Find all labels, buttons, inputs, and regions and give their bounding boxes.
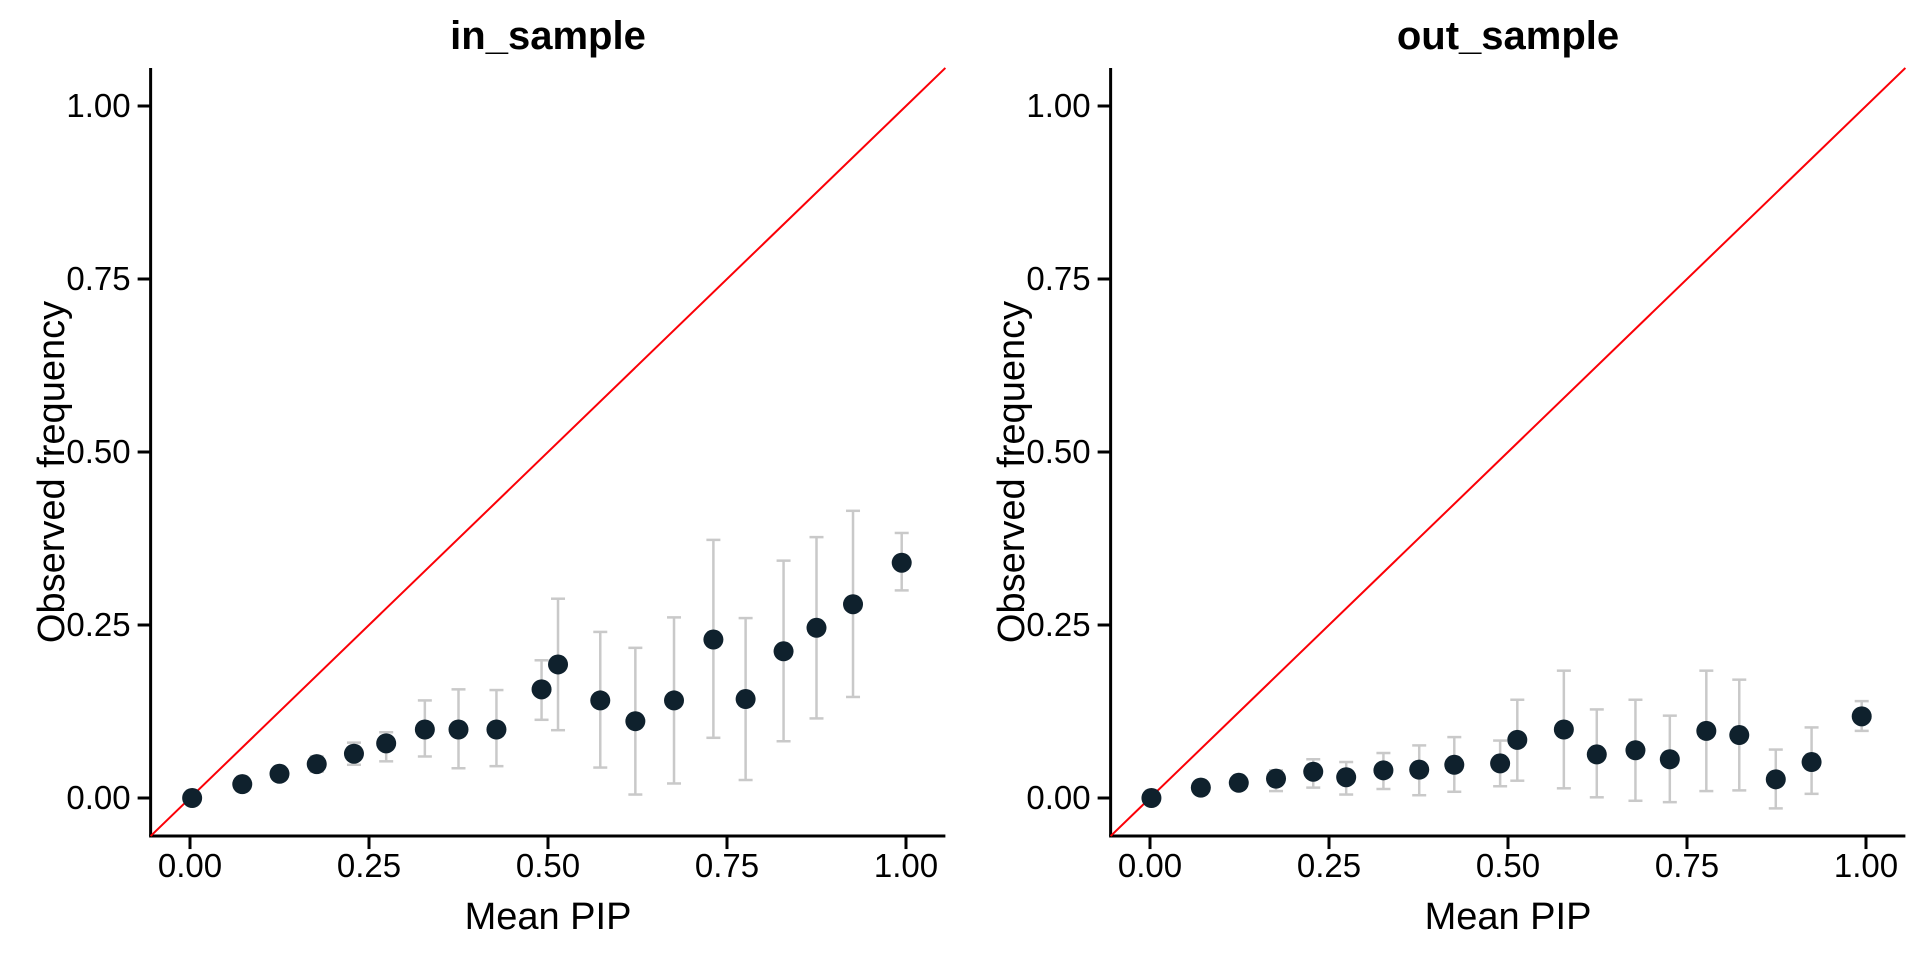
in-sample-chart: 0.00 0.25 0.50 0.75 1.00 0.00 0.25 0.50 0.75 1.00 [66, 67, 947, 884]
data-point [269, 763, 290, 784]
x-tick-label: 0.25 [337, 847, 401, 884]
data-point [1490, 753, 1511, 774]
x-tick-label: 0.00 [158, 847, 222, 884]
y-tick-label: 0.75 [66, 260, 130, 297]
data-point [548, 654, 569, 675]
y-tick-label: 0.50 [1026, 433, 1090, 470]
out-sample-chart: 0.00 0.25 0.50 0.75 1.00 0.00 0.25 0.50 0.75 1.00 [1026, 67, 1907, 884]
data-point [376, 733, 397, 754]
data-point [664, 690, 685, 711]
data-point [891, 552, 912, 573]
y-tick-label: 0.00 [66, 779, 130, 816]
data-point [531, 679, 552, 700]
data-point [1851, 706, 1872, 727]
data-point [1409, 759, 1430, 780]
data-point [1141, 788, 1162, 808]
y-tick-label: 0.75 [1026, 260, 1090, 297]
identity-line [1109, 67, 1907, 837]
data-point [1625, 740, 1646, 761]
data-point [1336, 767, 1357, 788]
data-point [182, 788, 203, 808]
x-tick-label: 0.75 [695, 847, 759, 884]
data-point [306, 754, 327, 775]
identity-line [149, 67, 947, 837]
data-point [486, 719, 507, 740]
data-point [735, 689, 756, 710]
y-tick-label: 0.00 [1026, 779, 1090, 816]
x-tick-label: 0.00 [1118, 847, 1182, 884]
data-point [1659, 749, 1680, 770]
data-point [1801, 752, 1822, 773]
data-point [448, 719, 469, 740]
panel-title-out-sample: out_sample [1396, 14, 1620, 58]
data-point [625, 711, 646, 732]
x-tick-label: 1.00 [1834, 847, 1898, 884]
data-point [1696, 720, 1717, 741]
data-point [414, 719, 435, 740]
x-axis-title-in-sample: Mean PIP [464, 896, 632, 938]
y-axis-title-out-sample: Observed frequency [991, 300, 1033, 644]
data-point [1266, 768, 1287, 789]
data-point [232, 774, 253, 795]
in-sample-panel: 0.00 0.25 0.50 0.75 1.00 0.00 0.25 0.50 0.75 1.00… [31, 14, 947, 938]
x-tick-label: 1.00 [874, 847, 938, 884]
x-tick-label: 0.50 [1476, 847, 1540, 884]
data-point [703, 629, 724, 650]
x-tick-label: 0.25 [1297, 847, 1361, 884]
x-axis-title-out-sample: Mean PIP [1424, 896, 1592, 938]
data-point [1553, 719, 1574, 740]
data-point [1303, 761, 1324, 782]
data-point [773, 641, 794, 662]
data-point [1586, 744, 1607, 765]
y-tick-label: 0.50 [66, 433, 130, 470]
data-point [1190, 777, 1211, 798]
y-tick-label: 1.00 [66, 87, 130, 124]
x-tick-label: 0.50 [516, 847, 580, 884]
y-tick-label: 0.25 [66, 606, 130, 643]
data-point [806, 617, 827, 638]
data-point [1228, 772, 1249, 793]
out-sample-panel: 0.00 0.25 0.50 0.75 1.00 0.00 0.25 0.50 0.75 1.00… [960, 0, 1920, 960]
data-point [1373, 760, 1394, 781]
data-point [1729, 725, 1750, 746]
panel-title-in-sample: in_sample [450, 14, 646, 58]
data-point [343, 743, 364, 764]
data-point [590, 690, 611, 711]
data-point [1444, 754, 1465, 775]
y-tick-label: 1.00 [1026, 87, 1090, 124]
data-point [1765, 769, 1786, 790]
data-point [843, 594, 864, 615]
x-tick-label: 0.75 [1655, 847, 1719, 884]
y-axis-title-in-sample: Observed frequency [31, 300, 73, 644]
data-point [1507, 729, 1528, 750]
y-tick-label: 0.25 [1026, 606, 1090, 643]
